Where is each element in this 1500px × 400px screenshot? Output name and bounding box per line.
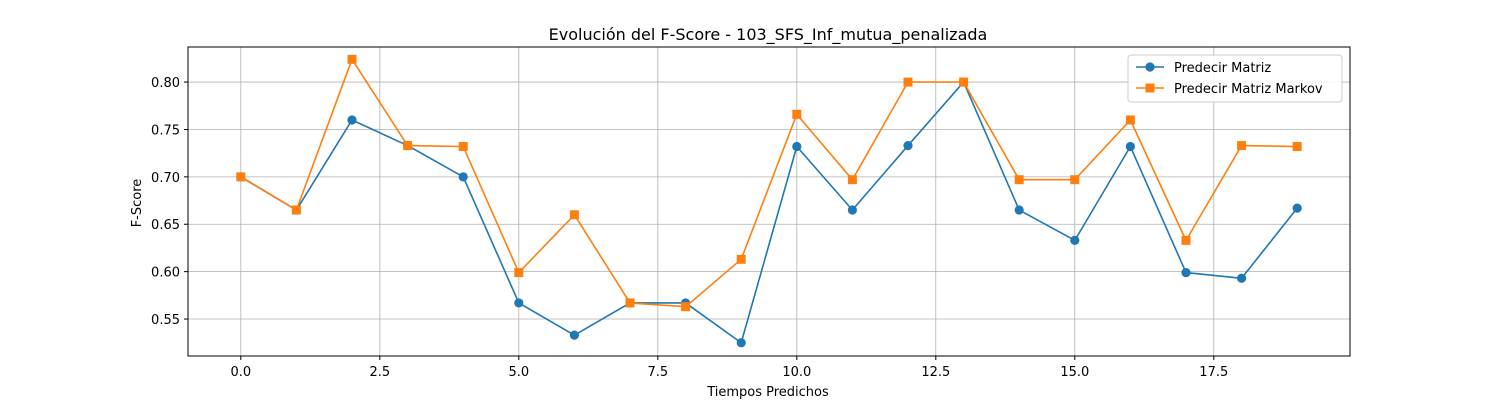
legend: Predecir Matriz Predecir Matriz Markov	[1127, 54, 1343, 103]
x-axis-label: Tiempos Predichos	[706, 385, 829, 400]
data-point	[1236, 273, 1247, 283]
data-point	[792, 109, 802, 119]
y-axis: 0.55 0.60 0.65 0.70 0.75 0.80	[151, 76, 188, 328]
data-point	[514, 298, 524, 308]
data-point	[1070, 235, 1080, 245]
x-tick-label: 7.5	[647, 365, 668, 380]
series-line	[240, 58, 1298, 308]
legend-box	[1127, 54, 1343, 103]
legend-marker	[1145, 83, 1155, 93]
y-tick-label: 0.65	[151, 218, 180, 233]
legend-label: Predecir Matriz	[1174, 61, 1271, 76]
data-point	[1125, 141, 1135, 152]
chart-title: Evolución del F-Score - 103_SFS_Inf_mutu…	[549, 25, 988, 45]
data-point	[681, 302, 691, 312]
data-point	[959, 77, 969, 87]
data-point	[1292, 142, 1302, 152]
x-tick-label: 15.0	[1060, 365, 1089, 380]
legend-marker	[1145, 62, 1155, 72]
data-point	[847, 205, 857, 215]
data-point	[847, 175, 857, 185]
data-point	[792, 141, 802, 152]
y-tick-label: 0.80	[151, 76, 180, 91]
data-point	[1014, 175, 1024, 185]
data-point	[458, 142, 468, 152]
y-tick-label: 0.55	[151, 313, 180, 328]
data-point	[1070, 175, 1080, 185]
data-point	[569, 210, 579, 220]
data-point	[403, 141, 413, 151]
data-point	[236, 172, 246, 182]
data-point	[736, 254, 746, 264]
x-tick-label: 10.0	[782, 365, 811, 380]
y-axis-label: F-Score	[130, 179, 145, 228]
x-tick-label: 12.5	[921, 365, 950, 380]
data-point	[569, 330, 580, 340]
legend-item: Predecir Matriz	[1136, 61, 1271, 76]
x-tick-label: 0.0	[230, 365, 251, 380]
data-point	[903, 77, 913, 87]
data-point	[1181, 235, 1191, 245]
x-tick-label: 5.0	[508, 365, 529, 380]
x-tick-label: 17.5	[1199, 365, 1228, 380]
series-layer	[236, 54, 1302, 348]
data-point	[736, 338, 746, 348]
data-point	[1014, 205, 1024, 215]
data-point	[458, 172, 468, 182]
data-point	[1181, 267, 1191, 278]
data-point	[514, 268, 524, 278]
data-point	[347, 54, 357, 64]
data-point	[1292, 203, 1302, 213]
y-tick-label: 0.60	[151, 266, 180, 281]
data-point	[625, 298, 635, 308]
series-line	[240, 81, 1298, 344]
x-tick-label: 2.5	[369, 365, 390, 380]
plot-frame	[187, 46, 1351, 357]
y-tick-label: 0.70	[151, 171, 180, 186]
data-point	[1237, 141, 1247, 151]
data-point	[1125, 115, 1135, 125]
data-point	[347, 115, 357, 125]
legend-label: Predecir Matriz Markov	[1174, 82, 1323, 97]
data-point	[291, 205, 301, 215]
data-point	[903, 140, 913, 151]
series-2	[236, 54, 1302, 312]
x-axis: 0.0 2.5 5.0 7.5 10.0 12.5 15.0 17.5	[230, 356, 1228, 380]
y-tick-label: 0.75	[151, 123, 180, 138]
legend-item: Predecir Matriz Markov	[1136, 82, 1323, 97]
